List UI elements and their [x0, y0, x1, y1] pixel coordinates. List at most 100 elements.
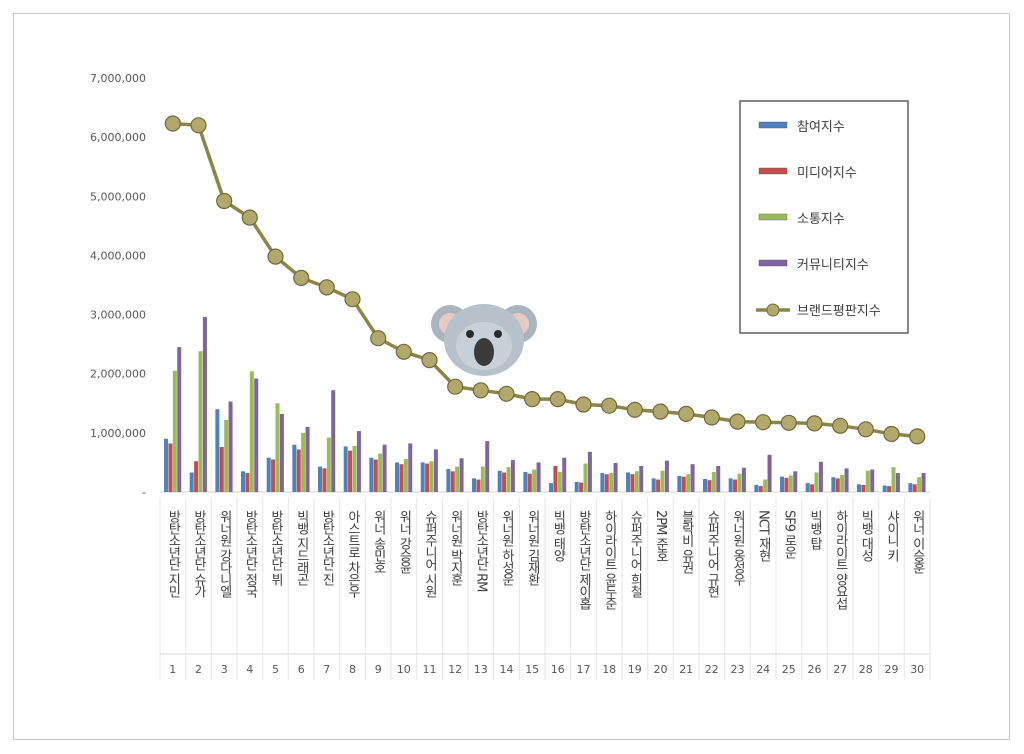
bar — [887, 486, 892, 492]
x-category-label: 슈퍼주니어 규현 — [704, 510, 719, 599]
bar — [639, 465, 644, 492]
x-category-label: 2PM 준호 — [653, 510, 668, 561]
line-point — [883, 425, 900, 443]
bar — [502, 472, 507, 492]
x-rank-label: 19 — [628, 663, 642, 676]
bar — [497, 470, 502, 492]
x-category-label: 하이라이트 양요섭 — [833, 510, 848, 611]
line-point — [164, 115, 181, 132]
bar — [378, 453, 383, 492]
bar — [613, 463, 618, 492]
line-point — [370, 330, 387, 347]
bar — [562, 457, 567, 492]
x-rank-label: 18 — [602, 663, 616, 676]
x-category-label: 방탄소년단 슈가 — [191, 510, 206, 599]
bar — [814, 472, 819, 492]
bar — [455, 466, 460, 492]
bar — [296, 449, 301, 492]
x-rank-label: 23 — [731, 663, 745, 676]
line-point — [601, 397, 618, 414]
bar — [583, 463, 588, 492]
bar — [245, 473, 250, 492]
y-tick-label: 6,000,000 — [90, 131, 146, 144]
y-axis: - 1,000,000 2,000,000 3,000,000 4,000,000 5,0… — [90, 72, 930, 499]
bar — [690, 464, 695, 492]
x-category-label: 방탄소년단 정국 — [242, 510, 257, 599]
x-category-label: 아스트로 차은우 — [345, 510, 360, 599]
bar — [891, 467, 896, 492]
bar — [604, 474, 609, 492]
x-rank-label: 20 — [654, 663, 668, 676]
x-category-label: 워너원 하성운 — [499, 510, 514, 587]
x-category-label: 방탄소년단 지민 — [165, 510, 180, 599]
line-point — [780, 414, 797, 431]
bar — [472, 478, 477, 492]
legend-label: 참여지수 — [797, 120, 845, 135]
bar — [626, 472, 631, 492]
x-category-label: SF9 로운 — [781, 510, 796, 560]
x-rank-label: 1 — [169, 663, 176, 676]
bar — [373, 459, 378, 492]
x-rank-label: 22 — [705, 663, 719, 676]
legend-swatch — [758, 213, 788, 221]
bar — [788, 475, 793, 492]
bar — [870, 469, 875, 492]
bar — [818, 461, 823, 492]
x-rank-label: 7 — [323, 663, 330, 676]
bar — [266, 457, 271, 492]
bar — [322, 468, 327, 492]
bar — [480, 466, 485, 492]
line-point — [626, 401, 643, 418]
bar — [532, 469, 537, 492]
legend-label: 미디어지수 — [797, 166, 857, 181]
bar — [835, 478, 840, 492]
koala-icon — [431, 304, 537, 376]
bar — [224, 419, 229, 492]
x-category-label: 워너원 강다니엘 — [217, 510, 232, 599]
line-point — [678, 405, 695, 422]
line-point — [216, 192, 233, 210]
legend-label: 브랜드평판지수 — [797, 304, 881, 319]
x-rank-label: 17 — [577, 663, 591, 676]
x-category-label: 방탄소년단 진 — [319, 510, 334, 587]
bar — [172, 370, 177, 492]
x-category-label: 슈퍼주니어 희철 — [627, 510, 642, 599]
x-rank-label: 2 — [195, 663, 202, 676]
legend-swatch — [758, 121, 788, 129]
line-point — [344, 291, 361, 308]
x-category-label: 워너원 김재환 — [525, 510, 540, 587]
bar — [485, 441, 490, 492]
x-rank-label: 21 — [679, 663, 693, 676]
x-category-label: 방탄소년단 뷔 — [268, 510, 283, 587]
line-point — [421, 352, 438, 369]
bar — [536, 462, 541, 492]
bar — [164, 438, 169, 492]
line-point — [190, 117, 207, 134]
bar — [177, 347, 182, 492]
bar — [348, 450, 353, 492]
x-rank-label: 15 — [525, 663, 539, 676]
x-rank-label: 6 — [298, 663, 305, 676]
x-rank-label: 4 — [246, 663, 253, 676]
bar — [403, 458, 408, 492]
x-category-label: 빅뱅 탑 — [807, 510, 822, 551]
bar — [831, 477, 836, 492]
bar — [861, 484, 866, 492]
bar — [326, 437, 331, 492]
bar — [677, 476, 682, 492]
bar-series-group — [164, 316, 926, 492]
bar — [331, 390, 336, 492]
y-tick-label: 2,000,000 — [90, 368, 146, 381]
bar — [793, 471, 798, 492]
bar — [395, 462, 400, 492]
y-tick-label: - — [142, 486, 146, 499]
x-category-label: 샤이니 키 — [884, 510, 899, 563]
bar — [527, 473, 532, 492]
bar — [553, 465, 558, 492]
bar — [634, 471, 639, 492]
bar — [664, 460, 669, 492]
bar — [609, 473, 614, 492]
bar — [420, 462, 425, 492]
bar — [249, 371, 254, 492]
bar — [215, 409, 220, 492]
